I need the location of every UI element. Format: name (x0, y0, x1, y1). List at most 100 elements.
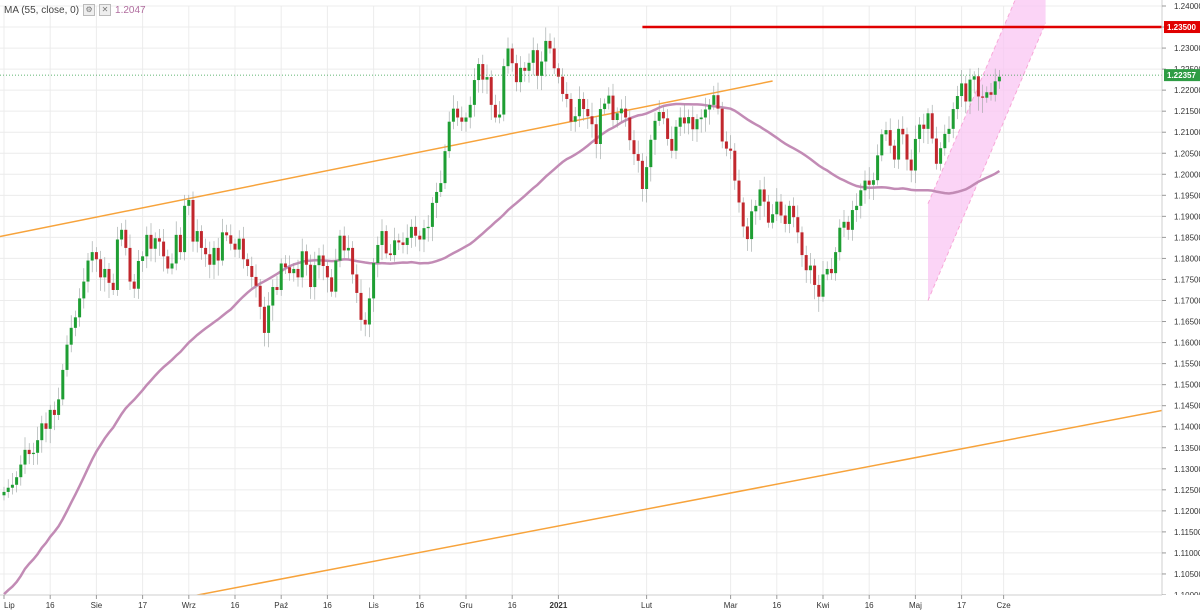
candle-body (443, 151, 447, 184)
candle-body (288, 267, 292, 274)
candle-body (309, 264, 313, 288)
candle-body (502, 66, 506, 115)
candle-body (741, 202, 745, 227)
candle-body (943, 133, 947, 149)
price-tick-label: 1.23000 (1174, 44, 1200, 53)
time-tick-label: Wrz (182, 601, 196, 610)
candle-body (275, 287, 279, 290)
candle-body (128, 247, 132, 282)
candle-body (653, 120, 657, 140)
candle-body (359, 292, 363, 320)
candle-body (561, 76, 565, 94)
candle-body (246, 259, 250, 267)
candle-body (48, 409, 52, 429)
price-tick-label: 1.11500 (1174, 528, 1200, 537)
candlestick-series (2, 27, 1001, 501)
candle-body (401, 242, 405, 245)
candle-body (834, 252, 838, 274)
time-tick-label: 16 (323, 601, 332, 610)
price-tick-label: 1.20000 (1174, 170, 1200, 179)
upper-trend-line (0, 80, 773, 238)
candle-body (661, 112, 665, 119)
candle-body (15, 477, 19, 485)
candle-body (611, 95, 615, 121)
candle-body (695, 119, 699, 130)
candle-body (439, 183, 443, 192)
candle-body (880, 134, 884, 156)
candle-body (598, 109, 602, 144)
candle-body (422, 228, 426, 240)
price-tick-label: 1.13000 (1174, 465, 1200, 474)
candle-body (657, 112, 661, 121)
candle-body (918, 124, 922, 139)
candle-body (586, 109, 590, 117)
candle-body (582, 98, 586, 110)
candle-body (519, 67, 523, 83)
candle-body (506, 48, 510, 67)
candle-body (703, 109, 707, 118)
candle-body (972, 76, 976, 80)
candle-body (909, 159, 913, 171)
price-tick-label: 1.21000 (1174, 128, 1200, 137)
candle-body (313, 265, 317, 288)
candle-body (615, 113, 619, 121)
time-tick-label: Kwi (817, 601, 830, 610)
candle-body (729, 148, 733, 151)
candle-body (489, 77, 493, 105)
indicator-label[interactable]: MA (55, close, 0) (4, 4, 80, 16)
close-icon[interactable]: ✕ (99, 4, 112, 16)
candle-body (208, 254, 212, 265)
candle-body (867, 180, 871, 185)
candle-body (346, 247, 350, 251)
candle-body (225, 232, 229, 236)
candle-body (69, 327, 73, 345)
time-tick-label: Lip (4, 601, 15, 610)
candle-body (720, 108, 724, 142)
candle-body (162, 241, 166, 257)
time-tick-label: Gru (459, 601, 472, 610)
candle-body (930, 113, 934, 139)
candle-body (850, 210, 854, 230)
time-tick-label: 16 (772, 601, 781, 610)
candle-body (800, 232, 804, 256)
candle-body (414, 226, 418, 236)
candle-body (997, 76, 1001, 82)
candle-body (603, 103, 607, 110)
current-price-label-bg (1164, 69, 1200, 82)
candle-body (556, 68, 560, 77)
candle-body (838, 227, 842, 253)
candle-body (724, 141, 728, 149)
candle-body (632, 140, 636, 155)
candle-body (754, 205, 758, 212)
candle-body (82, 281, 86, 299)
candle-body (27, 449, 31, 455)
candle-body (985, 92, 989, 98)
candle-body (178, 234, 182, 253)
candle-body (6, 487, 10, 492)
gear-icon[interactable]: ⚙ (83, 4, 96, 16)
candle-body (817, 284, 821, 297)
candle-body (115, 239, 119, 290)
candle-body (712, 95, 716, 105)
candle-body (120, 229, 124, 240)
candle-body (279, 263, 283, 290)
candle-body (342, 235, 346, 251)
candle-body (678, 117, 682, 127)
candle-body (99, 259, 103, 278)
candle-body (792, 205, 796, 218)
candle-body (645, 167, 649, 190)
horizontal-levels (0, 25, 1162, 76)
channel-upper-edge (927, 0, 1016, 204)
price-axis[interactable]: 1.240001.235001.230001.225001.220001.215… (1161, 0, 1200, 611)
candle-body (90, 252, 94, 261)
lower-trend-line (146, 404, 1189, 606)
time-axis[interactable]: Lip 16 Sie 17 Wrz 16 Paź 16 Lis 16 Gru 16 2021 Lut Mar… (0, 594, 1200, 611)
time-tick-label: 17 (957, 601, 966, 610)
candle-body (136, 260, 140, 289)
candle-body (670, 138, 674, 151)
candle-body (750, 211, 754, 240)
candle-body (380, 231, 384, 245)
candle-body (569, 98, 573, 122)
candle-body (52, 409, 56, 415)
